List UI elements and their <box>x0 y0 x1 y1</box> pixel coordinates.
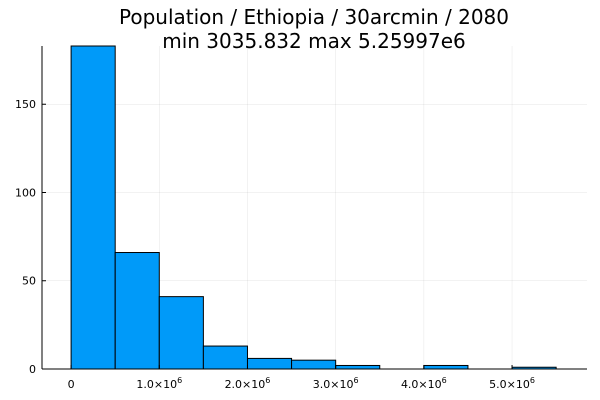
histogram-bars <box>70 45 557 370</box>
x-tick-labels: 0 1.0×106 2.0×106 3.0×106 4.0×106 5.0×106 <box>68 376 535 391</box>
y-tick-label: 50 <box>22 275 36 288</box>
x-tick-label: 0 <box>68 378 75 391</box>
histogram-bar <box>158 296 204 370</box>
histogram-bar <box>335 364 381 370</box>
histogram-bar <box>202 345 248 370</box>
y-tick-label: 0 <box>29 363 36 376</box>
x-tick-label: 3.0×106 <box>313 376 359 391</box>
histogram-bar <box>70 45 116 370</box>
chart-subtitle: min 3035.832 max 5.25997e6 <box>162 29 466 53</box>
x-tick-label: 4.0×106 <box>401 376 447 391</box>
chart-title: Population / Ethiopia / 30arcmin / 2080 <box>119 5 509 29</box>
x-tick-label: 2.0×106 <box>225 376 271 391</box>
histogram-bar <box>246 357 293 370</box>
y-tick-label: 150 <box>15 98 36 111</box>
x-tick-label: 5.0×106 <box>489 376 535 391</box>
x-tick-label: 1.0×106 <box>136 376 182 391</box>
y-tick-label: 100 <box>15 186 36 199</box>
histogram-bar <box>291 359 337 370</box>
axes <box>41 46 587 370</box>
histogram-bar <box>423 364 469 370</box>
histogram-bar <box>114 252 160 370</box>
y-tick-labels: 0 50 100 150 <box>15 98 36 376</box>
